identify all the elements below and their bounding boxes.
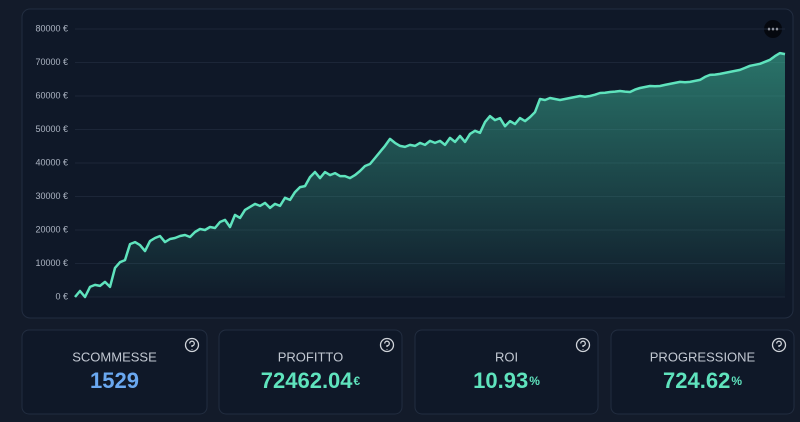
- stat-label: SCOMMESSE: [72, 349, 157, 364]
- stat-number: 72462.04: [261, 368, 354, 393]
- help-glyph: [776, 340, 782, 350]
- help-circle: [771, 337, 787, 353]
- stat-card: [610, 329, 795, 415]
- y-tick-label: 30000 €: [35, 191, 68, 201]
- y-tick-label: 70000 €: [35, 57, 68, 67]
- y-tick-label: 60000 €: [35, 90, 68, 100]
- profit-line: [74, 51, 786, 299]
- stat-value: 1529: [90, 368, 139, 393]
- y-tick-label: 50000 €: [35, 124, 68, 134]
- help-circle: [184, 337, 200, 353]
- help-icon[interactable]: [379, 337, 395, 353]
- help-glyph: [384, 340, 390, 350]
- help-icon[interactable]: [184, 337, 200, 353]
- stat-label: PROFITTO: [278, 349, 343, 364]
- stat-card: [21, 329, 208, 415]
- stat-value: 724.62%: [663, 368, 742, 393]
- stat-number: 724.62: [663, 368, 730, 393]
- y-tick-label: 20000 €: [35, 224, 68, 234]
- y-tick-label: 80000 €: [35, 23, 68, 33]
- help-circle: [575, 337, 591, 353]
- stat-unit: €: [354, 374, 361, 388]
- stat-value: 10.93%: [473, 368, 540, 393]
- stat-value: 72462.04€: [261, 368, 361, 393]
- y-tick-label: 0 €: [55, 291, 68, 301]
- help-glyph: [580, 340, 586, 350]
- help-icon[interactable]: [575, 337, 591, 353]
- y-tick-label: 40000 €: [35, 157, 68, 167]
- help-circle: [379, 337, 395, 353]
- stat-number: 10.93: [473, 368, 528, 393]
- stat-label: ROI: [495, 349, 518, 364]
- y-tick-label: 10000 €: [35, 258, 68, 268]
- area-fill: [75, 53, 785, 297]
- help-glyph: [189, 340, 195, 350]
- stat-unit: %: [731, 374, 742, 388]
- stat-card: [218, 329, 403, 415]
- help-icon[interactable]: [771, 337, 787, 353]
- stat-unit: %: [529, 374, 540, 388]
- stat-card: [414, 329, 599, 415]
- stat-number: 1529: [90, 368, 139, 393]
- stat-label: PROGRESSIONE: [650, 349, 756, 364]
